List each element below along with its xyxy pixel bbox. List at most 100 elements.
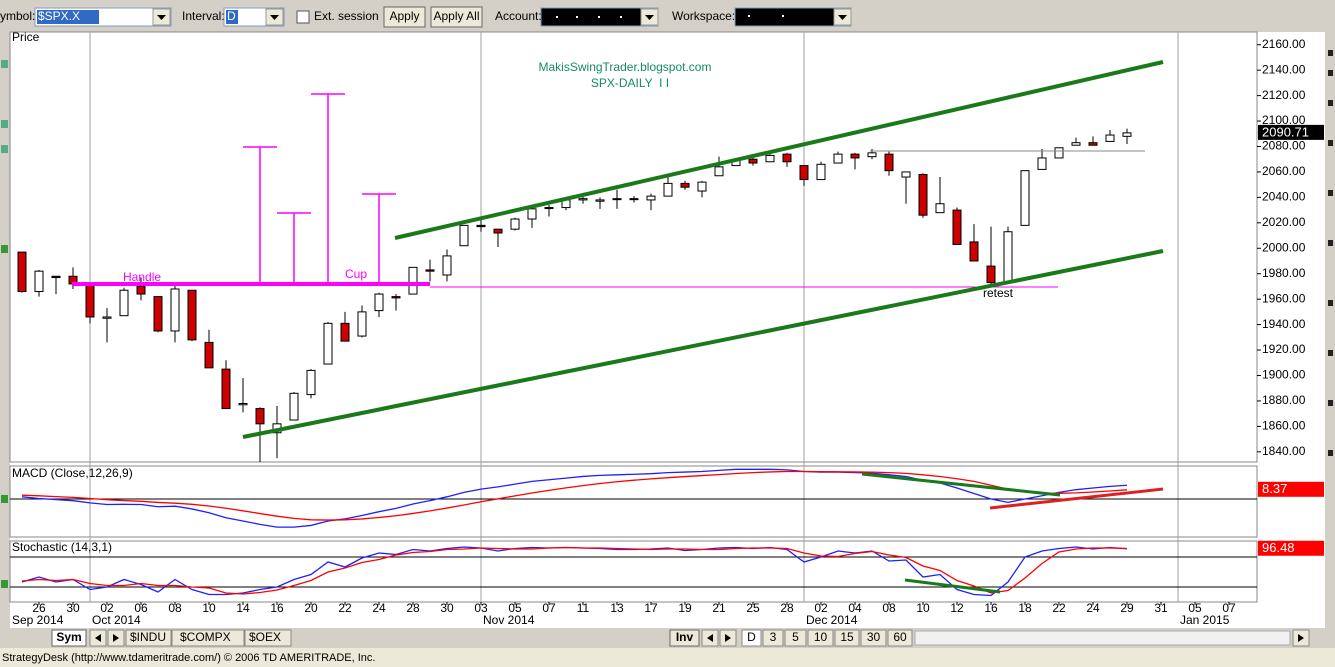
tab-label: 5 [792, 630, 799, 644]
indicator-line [21, 546, 1128, 595]
cup-markers [243, 93, 396, 284]
x-tick-label: 07 [1222, 601, 1236, 615]
tab[interactable] [741, 629, 762, 647]
x-tick-label: 10 [916, 601, 930, 615]
y-tick-label: 1880.00 [1262, 393, 1306, 407]
candle-body [850, 153, 860, 159]
candle-body [459, 224, 469, 247]
month-label: Dec 2014 [806, 613, 858, 627]
tab[interactable] [171, 629, 245, 647]
candle-body [476, 224, 486, 228]
candle-body [578, 198, 588, 201]
candle-body [1020, 170, 1030, 226]
selection [226, 10, 238, 24]
tab-label: 3 [770, 630, 777, 644]
x-tick-label: 05 [508, 601, 522, 615]
annotations [72, 60, 1164, 439]
x-tick-label: 06 [134, 601, 148, 615]
month-label: Jan 2015 [1180, 613, 1230, 627]
arrows [707, 634, 731, 642]
x-tick-label: 11 [577, 601, 590, 615]
last-value-box [1258, 540, 1324, 556]
candle-body [1054, 147, 1064, 159]
annotation: Cup [345, 267, 367, 281]
apply-all-button[interactable] [430, 6, 483, 28]
divergence-line [861, 472, 1061, 497]
candle-body [918, 173, 928, 216]
y-tick-label: 1900.00 [1262, 368, 1306, 382]
x-tick-label: 31 [1154, 601, 1168, 615]
side-icons [1328, 50, 1333, 456]
tab[interactable] [762, 629, 784, 647]
candle-body [612, 198, 622, 201]
tab[interactable] [887, 629, 913, 647]
candle-body [833, 153, 843, 164]
macd-panel [9, 465, 1258, 538]
x-tick-label: 29 [1120, 601, 1134, 615]
candle-body [221, 368, 231, 410]
arrow [157, 15, 166, 20]
x-tick-label: 22 [338, 601, 352, 615]
x-tick-label: 24 [1086, 601, 1100, 615]
annotation: Handle [123, 270, 161, 284]
tab[interactable] [807, 629, 834, 647]
interval-value: D [227, 9, 236, 23]
annotation: retest [983, 286, 1014, 300]
x-tick-label: 30 [66, 601, 80, 615]
watermark: MakisSwingTrader.blogspot.com [539, 60, 712, 74]
candle-body [952, 209, 962, 245]
tab-label: 15 [840, 630, 854, 644]
tab-label: $INDU [130, 630, 166, 644]
tab[interactable] [244, 629, 292, 647]
tab[interactable] [860, 629, 887, 647]
x-tick-label: 08 [882, 601, 896, 615]
panel-title: Price [12, 30, 40, 44]
last-value-label: 8.37 [1262, 481, 1287, 496]
candle-body [340, 322, 350, 342]
tab[interactable] [125, 629, 172, 647]
y-tick-label: 1980.00 [1262, 266, 1306, 280]
y-tick-label: 1960.00 [1262, 291, 1306, 305]
candle-body [867, 152, 877, 158]
account-label: Account: [495, 9, 542, 23]
candle-body [510, 218, 520, 230]
x-tick-label: 28 [406, 601, 420, 615]
y-tick-label: 2140.00 [1262, 62, 1306, 76]
tab-label: 30 [867, 630, 881, 644]
candle-body [1071, 142, 1081, 146]
y-tick-label: 1860.00 [1262, 419, 1306, 433]
x-tick-label: 05 [1188, 601, 1202, 615]
x-tick-label: 10 [202, 601, 216, 615]
x-tick-label: 16 [270, 601, 284, 615]
tab[interactable] [51, 629, 87, 647]
candle-body [1122, 132, 1132, 137]
last-value-label: 2090.71 [1262, 124, 1309, 139]
y-tick-label: 2100.00 [1262, 113, 1306, 127]
panel-title: MACD (Close,12,26,9) [12, 466, 133, 480]
arrows [95, 634, 119, 642]
tab-label: 60 [893, 630, 907, 644]
x-tick-label: 16 [984, 601, 998, 615]
candle-body [204, 341, 214, 369]
candle-body [986, 265, 996, 284]
checkbox[interactable] [296, 10, 310, 24]
y-tick-label: 2080.00 [1262, 139, 1306, 153]
apply-button[interactable] [383, 6, 426, 28]
candle-body [748, 158, 758, 164]
button[interactable] [669, 629, 700, 647]
candle-body [136, 285, 146, 295]
tab[interactable] [784, 629, 807, 647]
y-tick-label: 2120.00 [1262, 88, 1306, 102]
candle-body [374, 293, 384, 312]
x-tick-label: 22 [1052, 601, 1066, 615]
tab[interactable] [834, 629, 860, 647]
masked-dots [556, 16, 622, 18]
candle-body [408, 266, 418, 295]
candle-body [442, 255, 452, 276]
y-tick-label: 2020.00 [1262, 215, 1306, 229]
scrollbar[interactable] [914, 630, 1291, 646]
tab-label: D [747, 630, 756, 644]
y-tick-label: 1920.00 [1262, 342, 1306, 356]
toolbar [0, 0, 1335, 32]
